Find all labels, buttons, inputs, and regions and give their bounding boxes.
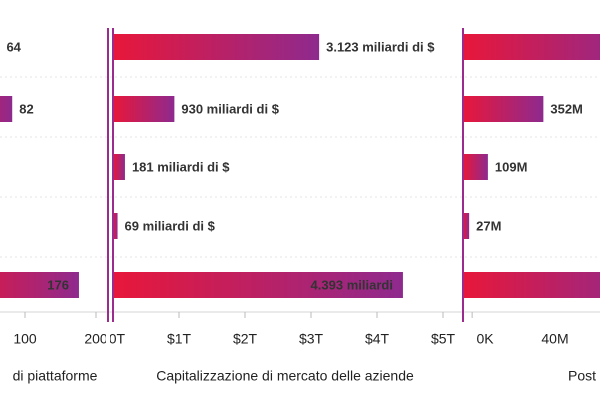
bar	[113, 34, 320, 60]
value-label: 109M	[495, 159, 528, 174]
axis-title: Post	[568, 368, 596, 384]
panel: 3.123 miliardi di $ 930 miliardi di $ 181 …	[101, 34, 456, 384]
bar	[113, 154, 125, 180]
value-label: 69 miliardi di $	[125, 218, 216, 233]
value-label: 27M	[476, 218, 501, 233]
panel: 352M 109M 27M 0K 40M Post	[462, 34, 600, 384]
bar	[463, 34, 600, 60]
bar	[0, 96, 13, 122]
axis-title: Capitalizzazione di mercato delle aziend…	[156, 368, 414, 384]
value-label: 181 miliardi di $	[132, 159, 230, 174]
x-tick-label: 200	[84, 331, 108, 347]
x-tick-label: 40M	[541, 331, 568, 347]
value-label: 3.123 miliardi di $	[326, 39, 435, 54]
value-label: 64	[6, 39, 21, 54]
x-tick-label: $2T	[233, 331, 258, 347]
value-label: 930 miliardi di $	[181, 101, 279, 116]
bar	[113, 96, 175, 122]
bar	[463, 96, 544, 122]
panel: 64 82 176 100 200 di piattaforme	[0, 39, 108, 384]
bar	[113, 213, 118, 239]
x-tick-label: $4T	[365, 331, 390, 347]
x-tick-label: $1T	[167, 331, 192, 347]
x-tick-label: $3T	[299, 331, 324, 347]
x-tick-label: 0K	[476, 331, 494, 347]
value-label: 352M	[550, 101, 583, 116]
bar	[463, 272, 600, 298]
value-label: 4.393 miliardi	[311, 277, 393, 292]
value-label: 176	[47, 277, 69, 292]
value-label: 82	[19, 101, 33, 116]
x-tick-label: $0T	[101, 331, 126, 347]
bar	[463, 154, 488, 180]
axis-title: di piattaforme	[13, 368, 98, 384]
row-separators	[0, 76, 600, 258]
x-tick-label: 100	[13, 331, 37, 347]
bar	[113, 272, 403, 298]
x-tick-label: $5T	[431, 331, 456, 347]
bar	[0, 272, 79, 298]
bar	[463, 213, 470, 239]
